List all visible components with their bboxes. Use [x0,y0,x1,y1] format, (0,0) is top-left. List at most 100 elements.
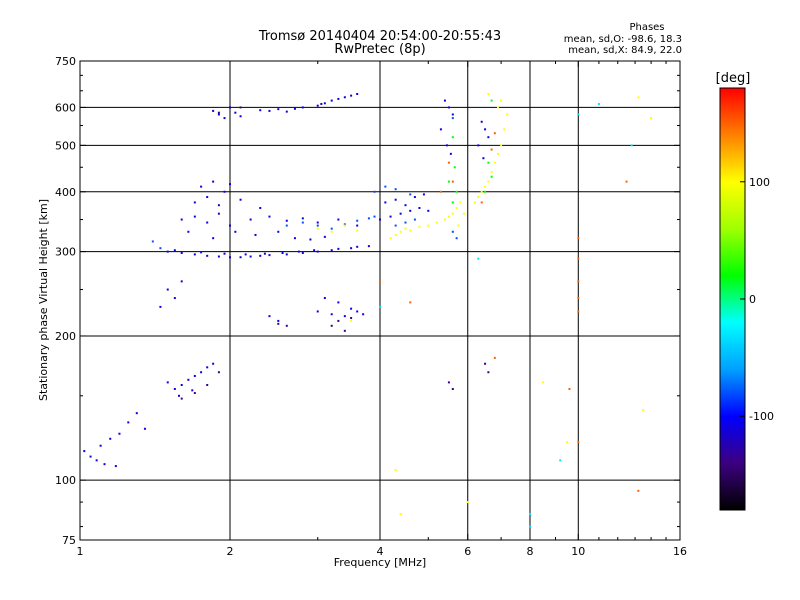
data-point [277,319,280,322]
data-point [487,180,490,183]
data-point [480,201,483,204]
data-point [418,225,421,228]
y-tick-label: 300 [55,246,76,259]
data-point [212,362,215,365]
data-point [356,224,359,227]
data-point [394,224,397,227]
data-point [193,215,196,218]
data-point [529,512,531,515]
data-point [127,421,130,424]
data-point [451,180,454,183]
data-point [173,249,176,252]
data-point [500,144,503,147]
data-point [263,252,266,255]
data-point [506,113,509,116]
data-point [451,230,454,233]
data-point [249,255,252,258]
data-point [457,224,460,227]
data-point [451,201,454,204]
data-point [330,249,333,252]
data-point [379,280,381,283]
colorbar-tick-label: 0 [749,293,756,306]
data-point [455,237,458,240]
data-point [356,245,359,248]
data-point [323,102,326,105]
y-axis: 75 100 200 300 400 500 600 750 [55,55,680,547]
data-point [166,250,169,253]
data-point [254,233,257,236]
data-point [343,96,346,99]
y-tick-label: 600 [55,101,76,114]
data-point [394,233,397,236]
data-point [193,392,196,395]
data-point [443,218,446,221]
data-point [206,254,209,257]
data-point [399,230,402,233]
data-point [217,371,220,374]
data-point [455,206,458,209]
y-tick-label: 500 [55,139,76,152]
data-point [109,437,112,440]
data-point [277,230,280,233]
data-point [180,383,183,386]
data-point [379,305,381,308]
data-point [447,180,450,183]
chart-title: Tromsø 20140404 20:54:00-20:55:43 [258,29,501,44]
data-point [413,196,416,199]
data-point [373,190,376,193]
data-point [384,201,387,204]
data-point [343,315,346,318]
data-point [316,104,319,107]
y-tick-label: 75 [62,534,76,547]
x-axis-label: Frequency [MHz] [334,556,426,569]
data-point [487,92,490,95]
data-point [337,319,340,322]
data-point [484,128,487,131]
data-point [297,250,300,253]
data-point [568,387,571,390]
data-point [487,136,490,139]
data-point [343,223,346,226]
data-point [404,227,407,230]
data-point [229,106,231,109]
data-point [206,221,209,224]
stats-line-x: mean, sd,X: 84.9, 22.0 [568,45,682,56]
data-point [193,253,196,256]
data-point [451,387,454,390]
y-tick-label: 400 [55,186,76,199]
data-point [206,366,209,369]
data-point [500,99,503,102]
data-point [191,389,194,392]
data-point [285,110,288,113]
data-point [477,196,480,199]
y-tick-label: 200 [55,330,76,343]
data-point [180,252,183,255]
data-point [484,185,487,188]
data-point [285,224,288,227]
x-tick-label: 4 [377,545,384,558]
data-point [480,120,483,123]
data-point [439,190,442,193]
x-tick-label: 8 [527,545,534,558]
data-point [99,444,102,447]
data-point [301,252,304,255]
data-point [217,212,220,215]
data-point [330,227,333,230]
data-point [389,215,392,218]
data-point [316,250,319,253]
data-point [487,371,490,374]
data-point [559,459,562,462]
data-point [244,253,247,256]
data-point [343,224,346,227]
colorbar-ticks: 100 0 -100 [740,176,774,423]
data-point [135,412,138,415]
data-point [83,450,86,453]
data-point [435,221,438,224]
data-point [404,221,407,224]
data-point [427,224,430,227]
data-point [463,212,466,215]
data-point [239,115,242,118]
data-point [418,206,421,209]
data-point [597,102,600,105]
data-point [394,469,397,472]
